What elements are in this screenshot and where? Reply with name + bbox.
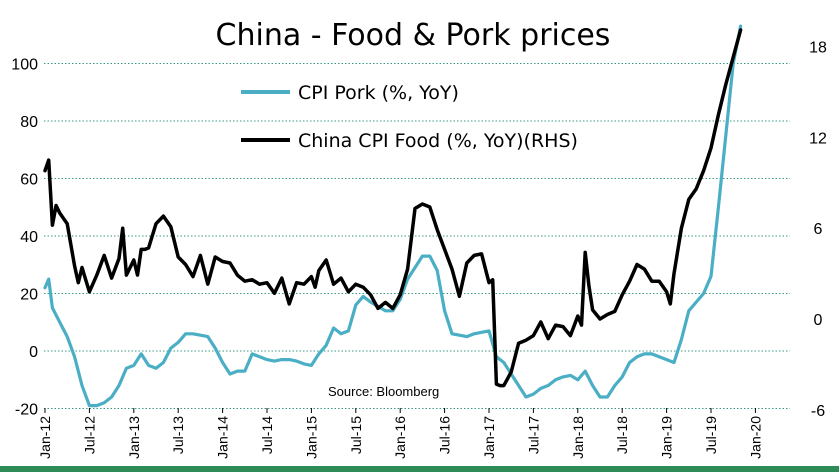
x-tick-label: Jul-17 (525, 416, 541, 454)
x-tick-label: Jan-17 (481, 416, 497, 459)
right-axis-ticks: -6 0 6 12 18 (809, 40, 827, 420)
x-tick-label: Jul-15 (348, 416, 364, 454)
source-note: Source: Bloomberg (328, 384, 439, 399)
right-tick-label: 6 (814, 221, 823, 238)
x-tick-label: Jan-16 (392, 416, 408, 459)
left-axis-ticks: -20 0 20 40 60 80 100 (11, 57, 38, 419)
right-tick-label: -6 (811, 403, 825, 420)
bottom-band (0, 466, 839, 472)
x-tick-label: Jul-13 (170, 416, 186, 454)
series-line-cpi-pork (43, 24, 743, 408)
legend: CPI Pork (%, YoY) China CPI Food (%, YoY… (241, 82, 578, 152)
left-tick-label: -20 (15, 402, 38, 419)
chart-title: China - Food & Pork prices (216, 18, 611, 53)
x-tick-label: Jan-15 (303, 416, 319, 459)
x-tick-label: Jan-20 (747, 416, 763, 459)
left-tick-label: 60 (20, 172, 38, 189)
x-tick-label: Jul-18 (614, 416, 630, 454)
left-tick-label: 40 (20, 229, 38, 246)
x-tick-label: Jan-13 (126, 416, 142, 459)
x-tick-label: Jan-14 (215, 416, 231, 459)
left-tick-label: 0 (29, 344, 38, 361)
x-tick-label: Jul-19 (703, 416, 719, 454)
x-tick-label: Jan-12 (37, 416, 53, 459)
right-tick-label: 12 (809, 130, 827, 147)
legend-label-pork: CPI Pork (%, YoY) (298, 82, 459, 104)
series-lines (43, 24, 743, 408)
x-tick-label: Jul-12 (81, 416, 97, 454)
x-tick-label: Jul-14 (259, 416, 275, 454)
series-line-cpi-food (43, 28, 743, 388)
x-tick-label: Jul-16 (437, 416, 453, 454)
x-tick-label: Jan-18 (570, 416, 586, 459)
x-axis-ticks: Jan-12 Jul-12 Jan-13 Jul-13 Jan-14 Jul-14 Jan-… (37, 408, 763, 459)
left-tick-label: 100 (11, 57, 38, 74)
left-tick-label: 20 (20, 287, 38, 304)
right-tick-label: 18 (809, 40, 827, 57)
x-tick-label: Jan-19 (659, 416, 675, 459)
legend-label-food: China CPI Food (%, YoY)(RHS) (298, 130, 578, 152)
right-tick-label: 0 (814, 312, 823, 329)
left-tick-label: 80 (20, 114, 38, 131)
gridlines (44, 63, 790, 409)
